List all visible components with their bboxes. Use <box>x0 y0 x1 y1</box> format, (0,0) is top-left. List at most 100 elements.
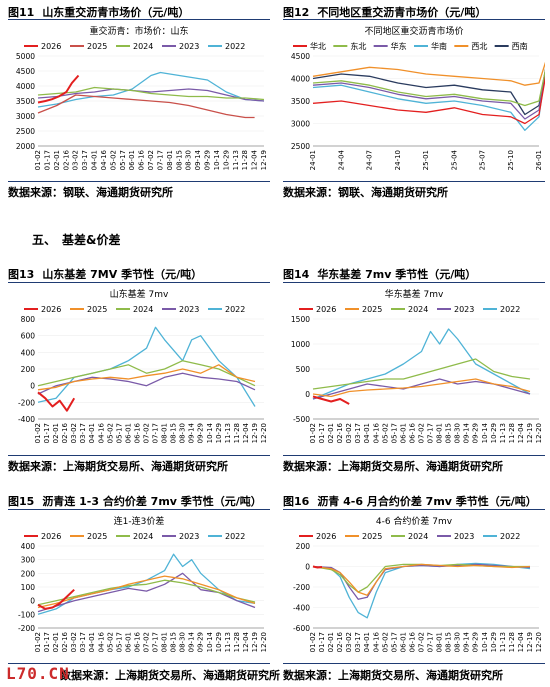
legend-label: 2022 <box>500 532 520 541</box>
x-tick-label: 08-30 <box>454 423 462 443</box>
legend-label: 2025 <box>87 305 107 314</box>
x-tick-label: 04-01 <box>363 632 371 652</box>
x-tick-label: 02-01 <box>52 632 60 652</box>
x-tick-label: 03-02 <box>345 423 353 443</box>
legend-label: 2025 <box>362 532 382 541</box>
legend-label: 2022 <box>225 305 245 314</box>
x-tick-label: 04-16 <box>100 149 108 170</box>
x-tick-label: 04-16 <box>97 422 105 443</box>
y-tick-label: 600 <box>21 332 36 341</box>
source-rule <box>283 455 545 456</box>
series-line <box>312 61 545 86</box>
x-tick-label: 08-01 <box>436 423 444 443</box>
y-tick-label: 0 <box>30 597 35 606</box>
x-tick-label: 11-28 <box>508 632 516 652</box>
x-tick-label: 12-20 <box>535 632 543 652</box>
y-tick-label: 4500 <box>291 52 310 61</box>
x-tick-label: 10-29 <box>490 423 498 443</box>
x-tick-label: 03-02 <box>70 423 78 443</box>
x-tick-label: 24-07 <box>366 150 374 170</box>
caption-fig13: 图13 山东基差 7MV 季节性（元/吨） <box>8 268 203 281</box>
series-line <box>37 94 255 119</box>
source-fig13: 数据来源：上海期货交易所、海通期货研究所 <box>8 460 228 473</box>
x-tick-label: 02-16 <box>336 631 344 652</box>
source-rule <box>283 663 545 664</box>
x-tick-label: 01-17 <box>43 150 51 170</box>
y-tick-label: -200 <box>18 398 35 407</box>
caption-rule <box>283 19 545 20</box>
series-line <box>312 75 545 125</box>
legend-label: 2024 <box>133 42 153 51</box>
x-tick-label: 12-19 <box>251 632 259 652</box>
x-tick-label: 04-16 <box>372 422 380 443</box>
series-line <box>37 71 265 108</box>
x-tick-label: 03-17 <box>354 632 362 652</box>
y-tick-label: 3500 <box>16 97 35 106</box>
x-tick-label: 08-15 <box>445 423 453 443</box>
x-tick-label: 02-01 <box>327 423 335 443</box>
x-tick-label: 26-01 <box>535 150 543 170</box>
series-line <box>312 68 545 116</box>
legend-label: 2025 <box>362 305 382 314</box>
series-line <box>37 588 75 610</box>
series-line <box>37 391 76 412</box>
source-fig15: 数据来源：上海期货交易所、海通期货研究所 <box>60 669 280 682</box>
x-tick-label: 12-04 <box>242 631 250 652</box>
legend-label: 华北 <box>310 41 326 51</box>
legend-label: 2023 <box>454 532 474 541</box>
legend-label: 2023 <box>179 532 199 541</box>
y-tick-label: 4000 <box>291 75 310 84</box>
source-rule <box>283 181 545 182</box>
chart-title: 不同地区重交沥青市场价 <box>364 25 463 37</box>
x-tick-label: 08-30 <box>179 632 187 652</box>
caption-rule <box>8 282 270 283</box>
x-tick-label: 02-16 <box>61 631 69 652</box>
caption-rule <box>283 509 545 510</box>
caption-fig11: 图11 山东重交沥青市场价（元/吨） <box>8 6 190 19</box>
x-tick-label: 07-02 <box>142 632 150 652</box>
x-tick-label: 11-13 <box>232 150 240 170</box>
x-tick-label: 01-17 <box>43 632 51 652</box>
caption-fig15: 图15 沥青连 1-3 合约价差 7mv 季节性（元/吨） <box>8 495 262 508</box>
legend-label: 2024 <box>133 305 153 314</box>
y-tick-label: 200 <box>21 569 36 578</box>
legend-label: 西南 <box>512 41 528 51</box>
y-tick-label: 1500 <box>291 315 310 324</box>
x-tick-label: 24-04 <box>337 149 345 170</box>
chart-fig12: 不同地区重交沥青市场价 华北 东北 华东 华南 西北 西南 2500 3000 3500 4000 4… <box>283 22 545 180</box>
x-tick-label: 12-20 <box>260 423 268 443</box>
x-tick-label: 08-30 <box>179 423 187 443</box>
y-tick-label: -600 <box>293 624 310 633</box>
legend-label: 2023 <box>179 42 199 51</box>
x-tick-label: 05-17 <box>119 150 127 170</box>
legend-label: 2026 <box>41 532 61 541</box>
caption-fig14: 图14 华东基差 7mv 季节性（元/吨） <box>283 268 477 281</box>
y-tick-label: 400 <box>21 542 36 551</box>
chart-fig16: 4-6 合约价差 7mv 2026 2025 2024 2023 2022 -600 -400… <box>283 512 545 662</box>
series-line <box>312 328 531 400</box>
x-tick-label: 25-01 <box>422 150 430 170</box>
x-tick-label: 08-30 <box>454 632 462 652</box>
x-tick-label: 08-15 <box>170 632 178 652</box>
legend-label: 2022 <box>225 42 245 51</box>
x-tick-label: 11-28 <box>233 423 241 443</box>
x-tick-label: 25-10 <box>507 150 515 170</box>
x-tick-label: 02-01 <box>53 150 61 170</box>
y-tick-label: -100 <box>18 610 35 619</box>
x-tick-label: 07-17 <box>427 632 435 652</box>
y-tick-label: 2500 <box>291 142 310 151</box>
caption-rule <box>8 19 270 20</box>
x-tick-label: 09-29 <box>472 632 480 652</box>
x-tick-label: 05-02 <box>106 632 114 652</box>
y-tick-label: 100 <box>21 583 36 592</box>
legend-label: 2024 <box>408 305 428 314</box>
legend-label: 2023 <box>179 305 199 314</box>
watermark-logo: L70.CN <box>6 664 70 683</box>
y-tick-label: -500 <box>293 415 310 424</box>
x-tick-label: 11-13 <box>499 632 507 652</box>
x-tick-label: 01-02 <box>34 423 42 443</box>
series-line <box>312 358 531 390</box>
x-tick-label: 09-29 <box>204 150 212 170</box>
x-tick-label: 11-13 <box>224 423 232 443</box>
x-tick-label: 12-19 <box>526 423 534 443</box>
